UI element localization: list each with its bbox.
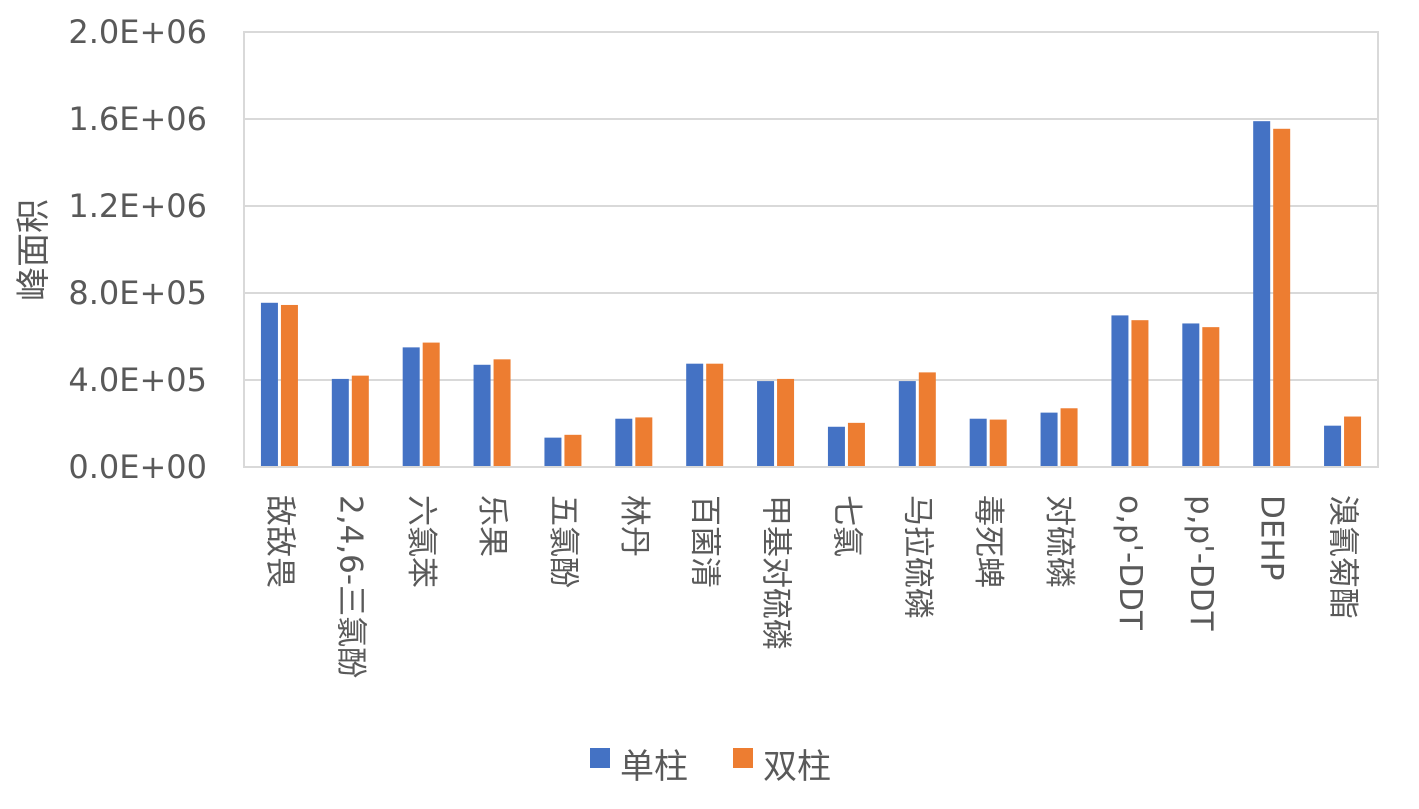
bar-single-column <box>615 418 633 467</box>
y-axis-ticks: 0.0E+00 4.0E+05 8.0E+05 1.2E+06 1.6E+06 2.0E+… <box>68 13 207 486</box>
y-tick-label: 8.0E+05 <box>68 274 207 312</box>
y-tick-label: 0.0E+00 <box>68 448 207 486</box>
bar-dual-column <box>989 419 1007 467</box>
bar-dual-column <box>635 417 653 467</box>
x-category-label: 七氯 <box>828 495 864 557</box>
x-category-label: 五氯酚 <box>545 495 581 588</box>
y-tick-label: 1.2E+06 <box>68 187 207 225</box>
bar-dual-column <box>351 375 369 467</box>
bar-single-column <box>686 363 704 467</box>
bar-single-column <box>969 418 987 467</box>
bar-dual-column <box>1273 128 1291 467</box>
x-category-label: 对硫磷 <box>1041 495 1077 588</box>
bar-dual-column <box>1202 327 1220 467</box>
legend-swatch <box>590 748 610 768</box>
bar-single-column <box>402 347 420 467</box>
x-category-label: 林丹 <box>616 495 652 557</box>
bar-single-column <box>757 381 775 467</box>
x-category-label: 乐果 <box>474 495 510 557</box>
bar-dual-column <box>847 422 865 467</box>
x-category-label: 百菌清 <box>687 495 723 588</box>
legend-label: 单柱 <box>620 747 688 787</box>
y-tick-label: 1.6E+06 <box>68 100 207 138</box>
x-axis-categories: 敌敌畏 2,4,6-三氯酚 六氯苯 乐果 五氯酚 林丹 百菌清 甲基对硫磷 七氯 马拉硫磷 毒死蜱对… <box>261 495 1360 678</box>
legend-label: 双柱 <box>763 747 831 787</box>
bar-dual-column <box>918 372 936 467</box>
bar-single-column <box>898 381 916 467</box>
x-category-label: 溴氰菊酯 <box>1325 495 1361 619</box>
bar-single-column <box>331 378 349 467</box>
x-category-label: 2,4,6-三氯酚 <box>332 495 368 678</box>
bar-single-column <box>1324 425 1342 467</box>
bar-dual-column <box>777 378 795 467</box>
bar-dual-column <box>493 359 511 467</box>
legend: 单柱 双柱 <box>590 747 831 787</box>
bar-dual-column <box>1060 408 1078 467</box>
bar-single-column <box>1111 315 1129 467</box>
plot-frame <box>243 31 1379 468</box>
x-category-label: 六氯苯 <box>403 495 439 588</box>
x-category-label: 马拉硫磷 <box>899 495 935 619</box>
bar-dual-column <box>1344 416 1362 467</box>
bar-single-column <box>1253 121 1271 468</box>
bar-dual-column <box>1131 320 1149 467</box>
bar-dual-column <box>706 363 724 467</box>
x-category-label: o,p'-DDT <box>1112 495 1148 631</box>
x-category-label: 敌敌畏 <box>261 495 297 588</box>
x-category-label: 毒死蜱 <box>970 495 1006 588</box>
bar-single-column <box>827 426 845 467</box>
bar-single-column <box>1182 323 1200 467</box>
bar-dual-column <box>422 342 440 467</box>
bar-single-column <box>473 364 491 467</box>
x-category-label: p,p'-DDT <box>1183 495 1219 632</box>
y-tick-label: 2.0E+06 <box>68 13 207 51</box>
x-category-label: 甲基对硫磷 <box>758 495 794 650</box>
bar-single-column <box>1040 412 1058 467</box>
legend-swatch <box>733 748 753 768</box>
bar-single-column <box>544 437 562 467</box>
y-tick-label: 4.0E+05 <box>68 361 207 399</box>
x-category-label: DEHP <box>1254 495 1290 580</box>
bars <box>260 121 1362 468</box>
y-axis-label: 峰面积 <box>14 199 54 301</box>
bar-dual-column <box>280 304 298 467</box>
bar-single-column <box>260 302 278 467</box>
bar-dual-column <box>564 434 582 467</box>
